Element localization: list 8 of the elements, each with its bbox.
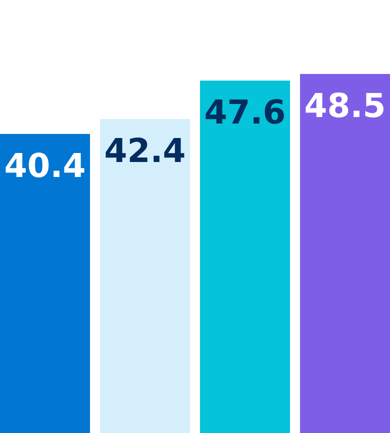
bar — [300, 74, 390, 433]
bar — [0, 134, 90, 433]
bar — [100, 119, 190, 433]
bar — [200, 80, 290, 433]
data-label: 48.5 — [304, 86, 386, 125]
data-label: 40.4 — [4, 146, 86, 185]
data-label: 42.4 — [104, 131, 186, 170]
data-label: 47.6 — [204, 92, 286, 132]
